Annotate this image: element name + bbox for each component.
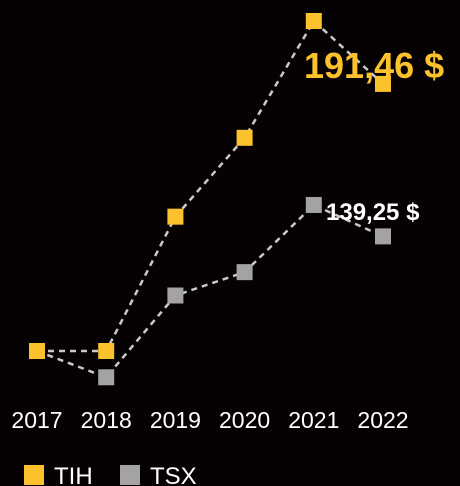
x-tick-2022: 2022 xyxy=(357,407,408,433)
marker-tih-2019 xyxy=(167,208,184,225)
x-tick-2021: 2021 xyxy=(288,407,339,433)
x-tick-2020: 2020 xyxy=(219,407,270,433)
marker-tsx-2022 xyxy=(375,228,391,245)
x-tick-2019: 2019 xyxy=(150,407,201,433)
data-markers xyxy=(29,13,391,386)
legend-label-tih: TIH xyxy=(54,463,93,486)
marker-tih-2021 xyxy=(305,13,322,29)
legend-swatch-tih xyxy=(24,465,44,485)
legend-label-tsx: TSX xyxy=(150,463,197,486)
marker-tsx-2018 xyxy=(98,369,115,386)
x-tick-2018: 2018 xyxy=(81,407,132,433)
legend-swatch-tsx xyxy=(120,465,140,485)
marker-tih-2020 xyxy=(236,129,253,146)
series-lines xyxy=(36,19,384,379)
marker-tsx-2019 xyxy=(167,287,184,304)
marker-tsx-2021 xyxy=(305,196,322,213)
end-labels: 191,46 $ 139,25 $ xyxy=(304,45,444,226)
series-line-tsx xyxy=(36,203,384,379)
marker-tih-2022 xyxy=(375,75,391,92)
x-axis-ticks: 2017 2018 2019 2020 2021 2022 xyxy=(11,407,408,433)
end-label-tsx: 139,25 $ xyxy=(326,199,420,226)
series-line-tih xyxy=(37,19,384,353)
x-tick-2017: 2017 xyxy=(11,407,62,433)
marker-tih-2018 xyxy=(98,343,115,359)
legend: TIH TSX xyxy=(24,463,197,486)
end-label-tih: 191,46 $ xyxy=(304,45,444,86)
marker-tsx-2020 xyxy=(236,264,253,281)
marker-tih-2017 xyxy=(29,343,45,359)
